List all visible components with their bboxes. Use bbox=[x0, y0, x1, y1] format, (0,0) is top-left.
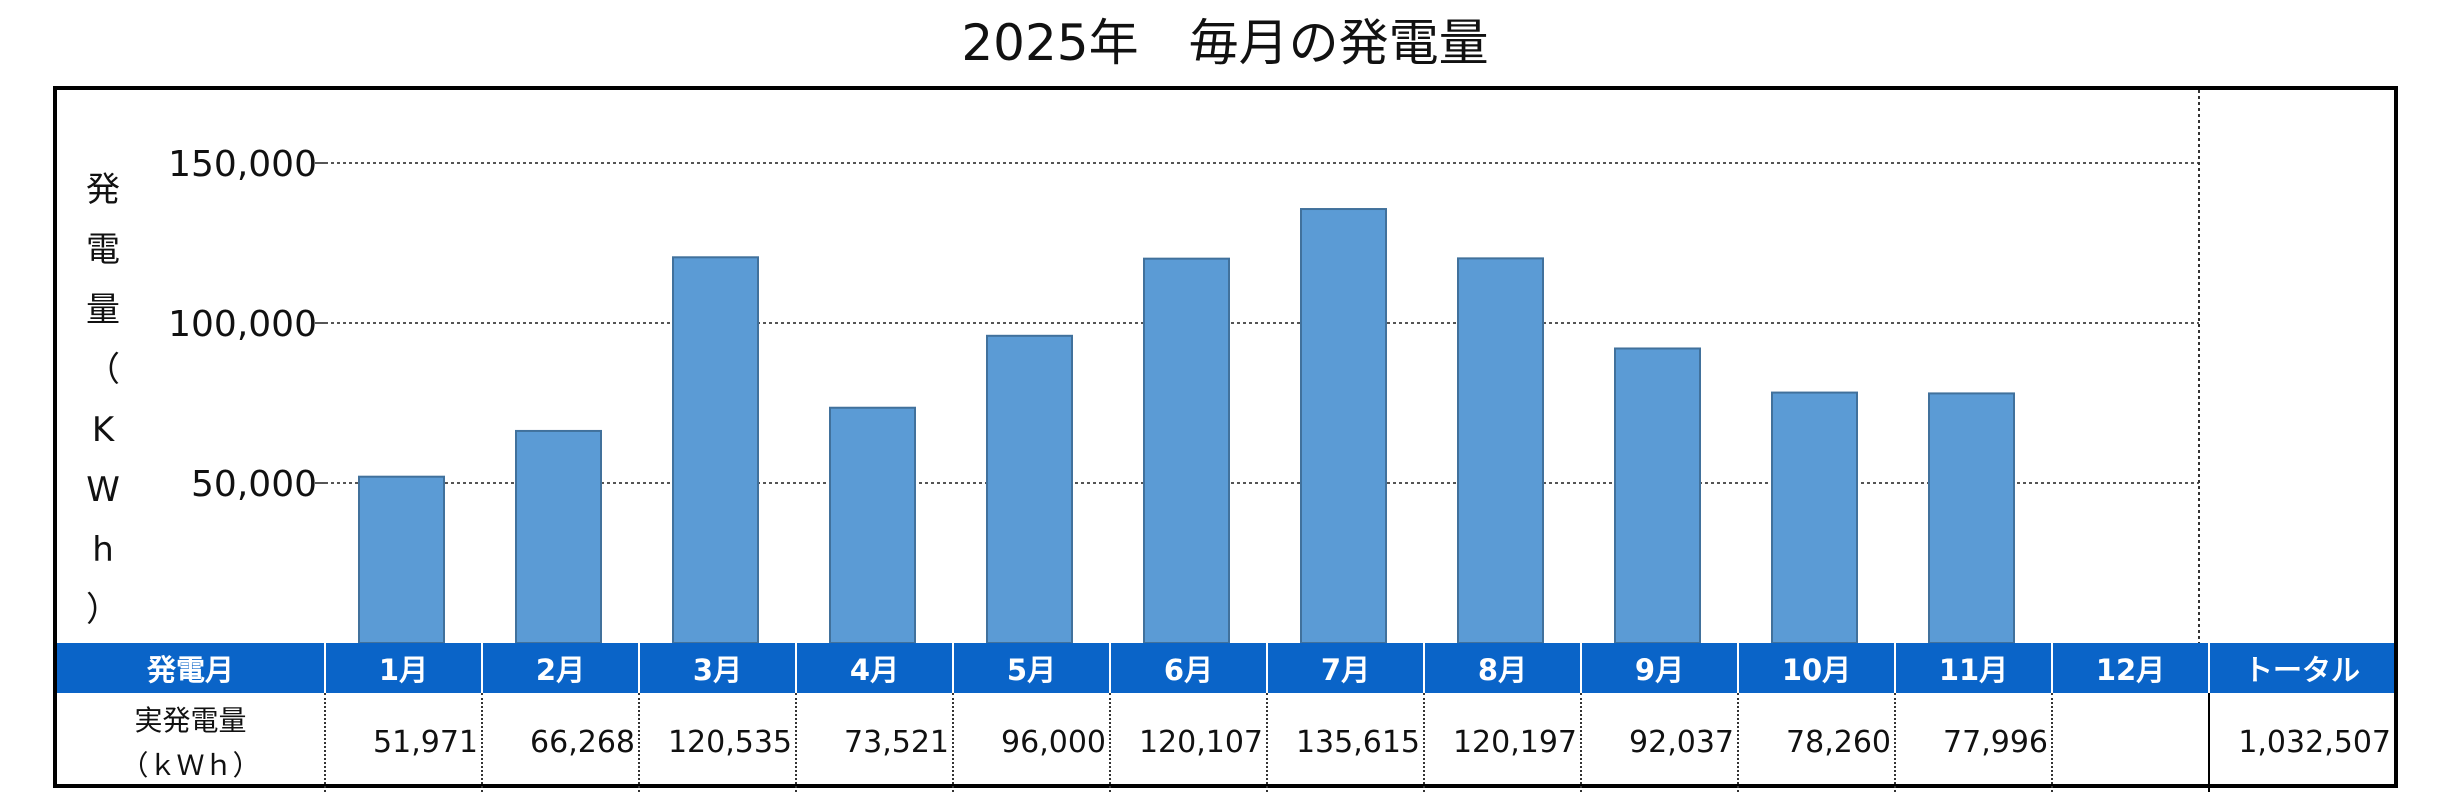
month-header-cell: 12月 bbox=[2051, 643, 2209, 693]
month-value-cell: 73,521 bbox=[795, 693, 953, 792]
month-value-cell: 135,615 bbox=[1266, 693, 1424, 792]
row-label-line1: 実発電量 bbox=[134, 703, 247, 737]
table-header-row: 発電月 1月 2月 3月 4月 5月 6月 7月 8月 9月 10月 11月 12月 トータル bbox=[57, 643, 2394, 693]
bar bbox=[358, 475, 445, 645]
y-axis-label-char: （ bbox=[86, 350, 120, 390]
bar bbox=[1300, 208, 1387, 644]
month-header-cell: 9月 bbox=[1580, 643, 1738, 693]
y-tick-label: 100,000 bbox=[168, 304, 317, 345]
month-value-cell: 120,197 bbox=[1423, 693, 1581, 792]
bar bbox=[1457, 257, 1544, 644]
bar bbox=[1771, 391, 1858, 644]
month-header-cell: 1月 bbox=[324, 643, 482, 693]
month-value-cell: 120,107 bbox=[1109, 693, 1267, 792]
y-axis-label-char: W bbox=[86, 470, 120, 510]
bar bbox=[1928, 392, 2015, 645]
bar bbox=[672, 256, 759, 644]
table-value-row: 実発電量 （ｋＷｈ） 51,971 66,268 120,535 73,521 96,0… bbox=[57, 693, 2394, 792]
row-label-line2: （ｋＷｈ） bbox=[120, 748, 261, 782]
month-value-cell: 92,037 bbox=[1580, 693, 1738, 792]
chart-title: 2025年 毎月の発電量 bbox=[961, 14, 1489, 72]
bar bbox=[515, 429, 602, 645]
y-axis-label-char: ） bbox=[86, 590, 120, 630]
month-header-cell: 2月 bbox=[481, 643, 639, 693]
month-value-cell: 96,000 bbox=[952, 693, 1110, 792]
y-axis-label-char: 発 bbox=[86, 170, 120, 210]
month-header-cell: 6月 bbox=[1109, 643, 1267, 693]
month-value-cell: 120,535 bbox=[638, 693, 796, 792]
month-value-cell: 51,971 bbox=[324, 693, 482, 792]
month-header-cell: 10月 bbox=[1737, 643, 1895, 693]
month-value-cell: 66,268 bbox=[481, 693, 639, 792]
month-header-cell: 8月 bbox=[1423, 643, 1581, 693]
y-tick-label: 150,000 bbox=[168, 144, 317, 185]
total-value-cell: 1,032,507 bbox=[2208, 693, 2394, 792]
y-axis-label-char: K bbox=[91, 410, 115, 450]
month-value-cell: 78,260 bbox=[1737, 693, 1895, 792]
bar bbox=[829, 406, 916, 644]
bar bbox=[986, 334, 1073, 644]
month-header-cell: 5月 bbox=[952, 643, 1110, 693]
y-axis-label-char: 電 bbox=[86, 230, 120, 270]
month-header-cell: 11月 bbox=[1894, 643, 2052, 693]
bar bbox=[1143, 257, 1230, 644]
bar bbox=[1614, 347, 1701, 644]
y-tick-label: 50,000 bbox=[191, 464, 317, 505]
month-header-cell: 7月 bbox=[1266, 643, 1424, 693]
month-header-cell: 3月 bbox=[638, 643, 796, 693]
total-header-cell: トータル bbox=[2208, 643, 2394, 693]
month-value-cell bbox=[2051, 693, 2209, 792]
header-label-cell: 発電月 bbox=[57, 643, 325, 693]
month-value-cell: 77,996 bbox=[1894, 693, 2052, 792]
row-label-cell: 実発電量 （ｋＷｈ） bbox=[57, 693, 325, 792]
y-axis-label-char: 量 bbox=[86, 290, 120, 330]
data-table: 発電月 1月 2月 3月 4月 5月 6月 7月 8月 9月 10月 11月 12月 トータル 実発電量… bbox=[57, 643, 2394, 792]
month-header-cell: 4月 bbox=[795, 643, 953, 693]
y-axis-label-char: h bbox=[92, 530, 114, 570]
